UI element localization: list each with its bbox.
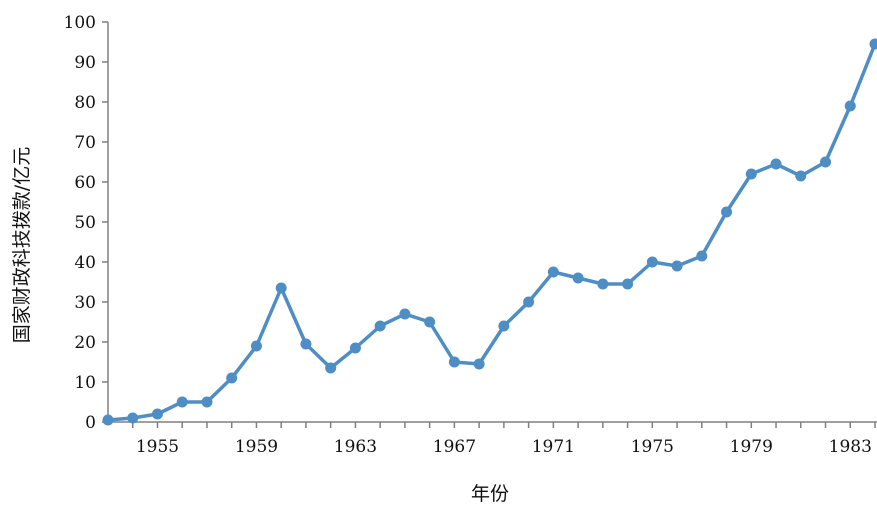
data-point (572, 272, 584, 284)
data-point (498, 320, 510, 332)
data-point (250, 340, 262, 352)
data-point (622, 278, 634, 290)
y-tick-label: 0 (85, 413, 96, 433)
x-tick-label: 1979 (730, 437, 773, 457)
data-point (201, 396, 213, 408)
data-point (102, 414, 114, 426)
x-axis-title: 年份 (471, 483, 509, 505)
data-point (473, 358, 485, 370)
y-tick-label: 10 (74, 373, 96, 393)
y-tick-label: 100 (64, 13, 96, 33)
y-axis-ticks: 0 10 20 30 40 50 60 70 80 90 100 (64, 13, 108, 433)
x-tick-label: 1971 (532, 437, 575, 457)
y-tick-label: 40 (74, 253, 96, 273)
data-point (300, 338, 312, 350)
data-point (547, 266, 559, 278)
y-axis-title: 国家财政科技拨款/亿元 (11, 147, 33, 343)
data-point (275, 282, 287, 294)
x-tick-label: 1983 (829, 437, 872, 457)
y-tick-label: 90 (74, 53, 96, 73)
data-point (745, 168, 757, 180)
data-point (597, 278, 609, 290)
data-point (448, 356, 460, 368)
y-tick-label: 50 (74, 213, 96, 233)
axes (107, 22, 877, 423)
data-point (226, 372, 238, 384)
data-point (424, 316, 436, 328)
x-tick-label: 1967 (433, 437, 476, 457)
data-point (349, 342, 361, 354)
data-point (795, 170, 807, 182)
data-point (646, 256, 658, 268)
data-point (399, 308, 411, 320)
x-tick-label: 1963 (334, 437, 377, 457)
y-tick-label: 70 (74, 133, 96, 153)
x-tick-label: 1959 (235, 437, 278, 457)
data-point (721, 206, 733, 218)
x-tick-label: 1955 (136, 437, 179, 457)
series-group (102, 38, 877, 426)
y-tick-label: 80 (74, 93, 96, 113)
data-point (671, 260, 683, 272)
data-point (820, 156, 832, 168)
data-point (844, 100, 856, 112)
data-point (523, 296, 535, 308)
data-point (770, 158, 782, 170)
data-point (127, 412, 139, 424)
x-tick-label: 1975 (631, 437, 674, 457)
y-tick-label: 30 (74, 293, 96, 313)
data-point (696, 250, 708, 262)
data-point (176, 396, 188, 408)
data-point (869, 38, 877, 50)
data-point (325, 362, 337, 374)
y-tick-label: 60 (74, 173, 96, 193)
x-axis-ticks: 1955 1959 1963 1967 1971 1975 1979 1983 (131, 422, 876, 457)
y-tick-label: 20 (74, 333, 96, 353)
series-line (106, 42, 877, 422)
data-point (151, 408, 163, 420)
data-point (374, 320, 386, 332)
